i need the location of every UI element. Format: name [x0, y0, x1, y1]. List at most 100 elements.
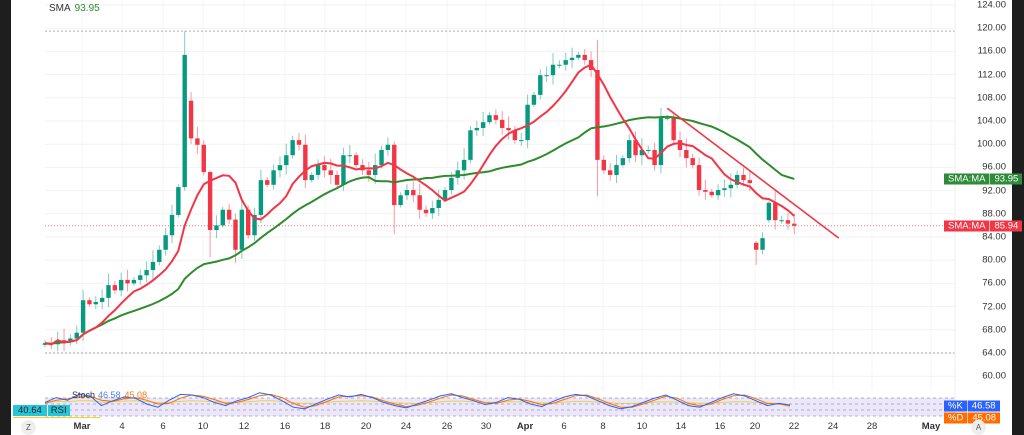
candle-body	[576, 54, 581, 58]
candle-body	[119, 279, 124, 291]
time-axis-label: 14	[675, 421, 687, 432]
time-axis-label: 10	[197, 421, 209, 432]
candle-body	[709, 191, 714, 196]
candle-body	[61, 340, 67, 342]
candle-body	[411, 190, 416, 196]
trend-line	[666, 107, 840, 239]
price-axis-label: 64.00	[982, 347, 1006, 359]
candle-body	[747, 180, 753, 184]
candle-body	[112, 285, 118, 291]
candle-body	[792, 223, 797, 226]
price-axis-label: 112.00	[977, 69, 1006, 81]
candle-body	[480, 122, 486, 128]
candle-body	[68, 338, 73, 342]
candle-body	[671, 118, 676, 141]
time-axis-label: 24	[827, 421, 839, 432]
candle-body	[144, 270, 149, 276]
candle-body	[722, 188, 727, 191]
candle-body	[607, 170, 613, 175]
candle-body	[188, 100, 194, 139]
candle-body	[690, 158, 695, 166]
stoch-d-badge: %D 45.08	[944, 412, 1001, 424]
candle-body	[646, 150, 651, 151]
candle-body	[233, 219, 238, 250]
candle-body	[366, 170, 372, 175]
candle-body	[493, 115, 499, 120]
badge-name: %K	[948, 400, 963, 412]
candle-body	[500, 119, 505, 128]
candle-body	[169, 214, 175, 236]
candle-body	[258, 180, 264, 215]
badge-value: 45.08	[967, 412, 1000, 424]
time-axis-label: 28	[866, 421, 878, 432]
candle-body	[404, 190, 410, 196]
right-frame	[1012, 0, 1024, 435]
rsi-badge[interactable]: 40.64 RSI	[13, 405, 70, 416]
price-axis-label: 80.00	[982, 254, 1006, 266]
candle-body	[157, 249, 162, 262]
candle-body	[582, 54, 587, 61]
candle-body	[334, 174, 340, 185]
price-axis-label: 76.00	[982, 277, 1006, 289]
stoch-d-line	[44, 393, 791, 408]
price-axis-label: 108.00	[976, 92, 1006, 104]
time-axis-label: 18	[319, 421, 331, 432]
candle-body	[87, 300, 92, 305]
candle-body	[303, 144, 308, 181]
candle-body	[80, 300, 86, 333]
price-axis-label: 104.00	[976, 115, 1006, 127]
candle-body	[741, 174, 746, 181]
candle-body	[620, 158, 626, 166]
rsi-value: 40.64	[13, 405, 47, 416]
time-axis-label: 22	[788, 421, 800, 432]
price-axis-label: 88.00	[982, 208, 1006, 220]
candle-body	[760, 238, 765, 250]
candle-body	[226, 209, 232, 220]
time-axis-label: 6	[561, 421, 567, 432]
left-frame	[0, 0, 11, 435]
candle-body	[182, 54, 187, 188]
legend-name: SMA	[49, 3, 71, 14]
stoch-legend[interactable]: Stoch 46.58 45.08	[72, 390, 147, 401]
candle-body	[296, 140, 302, 145]
candle-body	[163, 235, 168, 250]
candle-body	[633, 140, 638, 156]
indicator-legend[interactable]: SMA 93.95	[49, 3, 100, 14]
candle-body	[131, 279, 137, 284]
candle-body	[785, 220, 791, 224]
candle-body	[373, 165, 378, 175]
candle-body	[569, 57, 575, 61]
candle-body	[773, 202, 778, 221]
candle-body	[347, 155, 352, 157]
time-axis-label: 20	[360, 421, 372, 432]
candle-body	[176, 187, 181, 215]
sma-long-badge: SMA:MA 93.95	[944, 173, 1023, 185]
price-axis-label: 68.00	[982, 324, 1006, 336]
candle-body	[461, 159, 467, 171]
candle-body	[277, 165, 283, 171]
time-axis-label: Apr	[516, 421, 534, 432]
time-axis-label: 24	[400, 421, 412, 432]
time-axis-label: 12	[238, 421, 250, 432]
candle-body	[322, 165, 327, 171]
candle-body	[309, 174, 314, 181]
candle-body	[474, 127, 479, 131]
time-axis-label: 20	[749, 421, 761, 432]
candle-body	[252, 214, 257, 236]
auto-scale-button[interactable]: A	[971, 420, 986, 435]
candle-body	[658, 118, 664, 166]
time-axis-label: 8	[600, 421, 606, 432]
price-axis-label: 124.00	[976, 0, 1006, 11]
candle-body	[601, 159, 606, 171]
candle-body	[328, 170, 333, 175]
candle-body	[684, 150, 689, 159]
stoch-d-value: 45.08	[124, 390, 148, 400]
candle-body	[150, 261, 156, 271]
rsi-underline	[13, 417, 100, 418]
candle-body	[550, 64, 556, 76]
candle-body	[595, 69, 600, 160]
zoom-reset-button[interactable]: Z	[21, 420, 36, 435]
badge-value: 93.95	[989, 173, 1022, 185]
candle-body	[506, 127, 511, 131]
